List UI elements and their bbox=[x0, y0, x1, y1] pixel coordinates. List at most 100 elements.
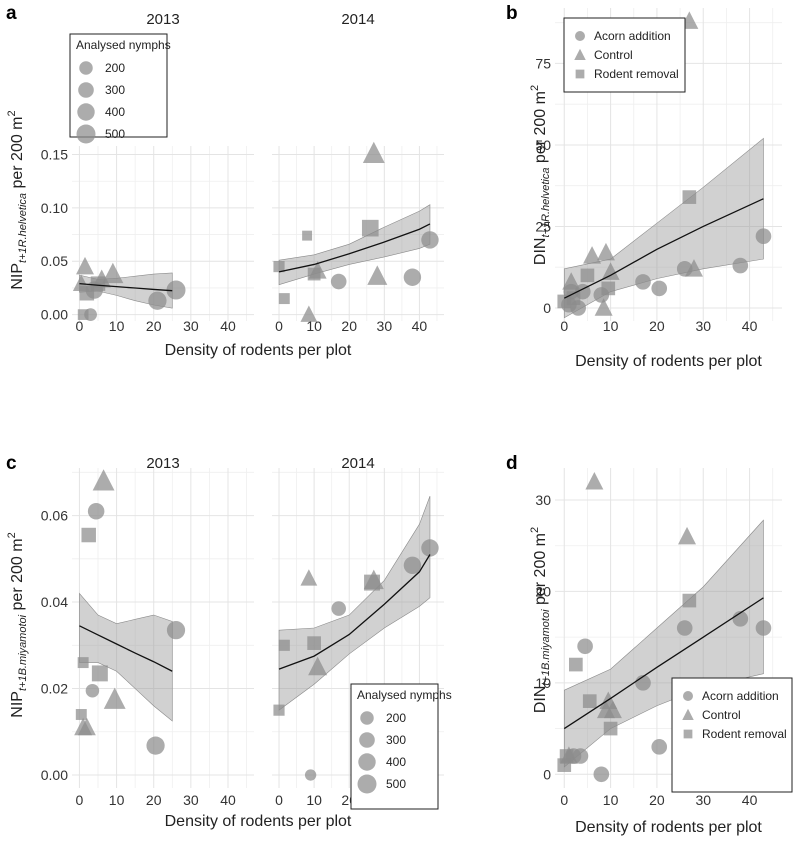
data-point-circle bbox=[87, 502, 105, 520]
y-title-main: NIP bbox=[9, 263, 26, 290]
y-title-sup: 2 bbox=[529, 527, 541, 533]
data-point-circle bbox=[421, 231, 439, 249]
y-title-unit: per 200 m bbox=[9, 116, 26, 192]
x-tick-label: 40 bbox=[220, 318, 236, 334]
data-point-circle bbox=[330, 273, 347, 290]
data-point-triangle bbox=[300, 569, 318, 586]
legend-square-icon bbox=[683, 729, 693, 739]
data-point-square bbox=[580, 268, 595, 283]
legend-size-circle bbox=[76, 124, 96, 144]
data-point-triangle bbox=[362, 141, 385, 163]
plot-area bbox=[72, 468, 254, 788]
legend-title: Analysed nymphs bbox=[76, 38, 171, 52]
y-tick-label: 0.00 bbox=[41, 767, 68, 783]
data-point-triangle bbox=[596, 242, 615, 261]
y-tick-label: 0.15 bbox=[41, 147, 68, 163]
data-point-square bbox=[278, 293, 290, 305]
data-point-square bbox=[682, 593, 697, 608]
x-axis-title: Density of rodents per plot bbox=[165, 813, 352, 830]
legend-label: 500 bbox=[386, 777, 406, 791]
data-point-triangle bbox=[684, 259, 703, 277]
x-tick-label: 0 bbox=[275, 792, 283, 808]
legend-label: 200 bbox=[105, 61, 125, 75]
x-tick-label: 30 bbox=[183, 318, 199, 334]
panel-a: a 2013 0 10 20 30 40 0.00 0.05 0.10 0.15 2014 0 10 20 3… bbox=[6, 3, 444, 359]
facet-a-2: 2014 0 10 20 30 40 bbox=[272, 11, 444, 334]
data-point-square bbox=[273, 261, 285, 273]
x-tick-label: 40 bbox=[220, 792, 236, 808]
panel-letter-d: d bbox=[506, 453, 518, 474]
x-tick-label: 30 bbox=[695, 792, 711, 808]
data-point-square bbox=[81, 527, 96, 543]
x-tick-label: 20 bbox=[649, 792, 665, 808]
x-tick-label: 20 bbox=[649, 318, 665, 334]
y-title-sup: 2 bbox=[6, 532, 18, 538]
data-point-square bbox=[302, 230, 313, 241]
x-axis-title: Density of rodents per plot bbox=[575, 819, 762, 836]
data-point-square bbox=[582, 694, 597, 708]
confidence-band bbox=[278, 496, 431, 711]
data-point-circle bbox=[166, 621, 186, 640]
x-tick-label: 40 bbox=[742, 318, 758, 334]
legend-circle-icon bbox=[575, 31, 585, 41]
panel-c: c20130102030400.000.020.040.062014010203… bbox=[6, 453, 452, 830]
legend-size-circle bbox=[78, 82, 94, 98]
legend: Analysed nymphs 200 300 400 500 bbox=[350, 683, 452, 810]
legend-circle-icon bbox=[683, 691, 693, 701]
x-tick-label: 20 bbox=[341, 318, 357, 334]
data-point-circle bbox=[570, 300, 586, 316]
x-tick-label: 0 bbox=[76, 792, 84, 808]
legend-label: 300 bbox=[386, 733, 406, 747]
x-tick-label: 10 bbox=[109, 318, 125, 334]
data-point-circle bbox=[651, 739, 668, 755]
facet-label: 2013 bbox=[146, 455, 179, 472]
data-point-circle bbox=[676, 620, 693, 636]
x-tick-label: 40 bbox=[742, 792, 758, 808]
data-point-triangle bbox=[300, 305, 318, 322]
facet-label: 2014 bbox=[341, 455, 374, 472]
panel-letter-c: c bbox=[6, 453, 17, 474]
data-point-circle bbox=[577, 638, 593, 655]
y-title-main: DIN bbox=[532, 238, 549, 266]
x-tick-label: 10 bbox=[306, 318, 322, 334]
data-point-triangle bbox=[562, 272, 581, 290]
facet-a-1: 2013 0 10 20 30 40 0.00 0.05 0.10 0.15 bbox=[41, 11, 254, 334]
data-point-square bbox=[75, 709, 87, 720]
y-tick-label: 0.05 bbox=[41, 253, 68, 269]
data-point-square bbox=[361, 219, 379, 237]
y-title-unit: per 200 m bbox=[532, 533, 549, 609]
y-axis-title: DINt+1B.miyamotoi per 200 m2 bbox=[529, 527, 552, 713]
fit-line bbox=[563, 198, 764, 299]
x-axis-title: Density of rodents per plot bbox=[165, 342, 352, 359]
data-point-circle bbox=[755, 228, 772, 245]
panel-b: b 0 10 20 30 40 0 25 50 75 Density of rodents per … bbox=[506, 3, 782, 370]
legend-size-circle bbox=[357, 774, 377, 794]
data-point-circle bbox=[146, 736, 165, 755]
data-point-square bbox=[569, 657, 583, 672]
fit-line bbox=[79, 283, 173, 292]
y-tick-label: 0.10 bbox=[41, 200, 68, 216]
y-axis-title: NIPt+1R.helvetica per 200 m2 bbox=[6, 110, 29, 289]
legend-size-circle bbox=[79, 61, 93, 75]
data-point-triangle bbox=[103, 687, 126, 709]
legend-size-circle bbox=[359, 732, 375, 748]
legend-size-circle bbox=[358, 753, 376, 771]
data-point-triangle bbox=[583, 246, 602, 264]
data-point-circle bbox=[572, 748, 589, 764]
legend-title: Analysed nymphs bbox=[357, 688, 452, 702]
y-tick-label: 0.02 bbox=[41, 681, 68, 697]
fit-line bbox=[278, 223, 431, 273]
y-title-unit: per 200 m bbox=[532, 91, 549, 167]
y-title-main: NIP bbox=[9, 691, 26, 718]
y-title-sup: 2 bbox=[6, 110, 18, 116]
x-tick-label: 0 bbox=[275, 318, 283, 334]
x-axis-title: Density of rodents per plot bbox=[575, 353, 762, 370]
legend-square-icon bbox=[575, 69, 585, 79]
legend-label: Rodent removal bbox=[702, 727, 787, 741]
y-tick-label: 0.06 bbox=[41, 508, 68, 524]
x-tick-label: 20 bbox=[146, 792, 162, 808]
data-point-circle bbox=[403, 268, 422, 286]
data-point-circle bbox=[148, 291, 167, 310]
y-tick-label: 0 bbox=[543, 300, 551, 316]
